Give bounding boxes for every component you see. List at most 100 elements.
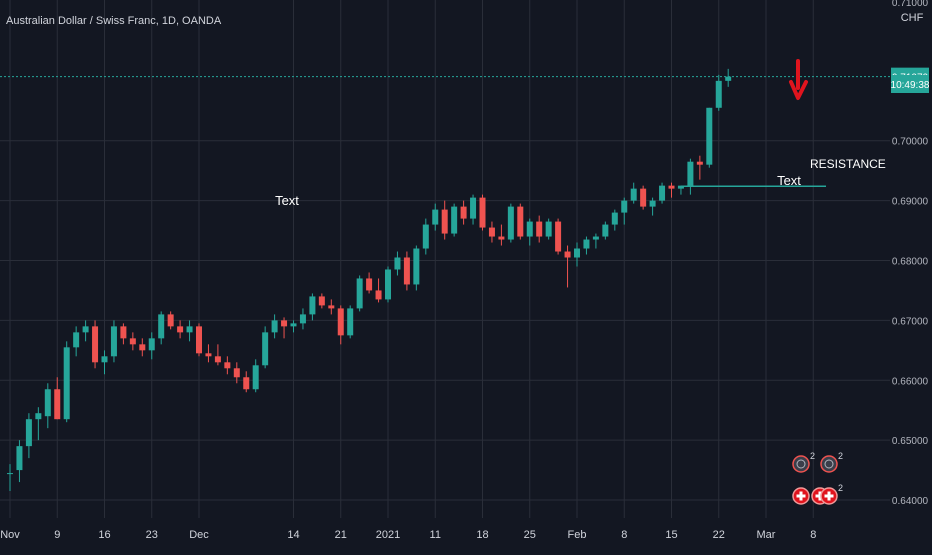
x-tick-label: 2021 (376, 529, 400, 541)
currency-label: CHF (901, 12, 924, 24)
candle (507, 203, 514, 243)
candle (715, 74, 722, 111)
candle-body (110, 326, 117, 357)
symbol-title: Australian Dollar / Swiss Franc, 1D, OAN… (6, 15, 222, 27)
candle (54, 377, 61, 420)
candle-body (309, 296, 316, 315)
candle (630, 182, 637, 204)
candle (696, 155, 703, 180)
candle (706, 107, 713, 168)
candle (25, 413, 32, 459)
event-icons[interactable]: 2 2 2 (792, 451, 843, 505)
candle (451, 203, 458, 237)
candle-body (706, 107, 713, 165)
event-count: 2 (838, 451, 843, 461)
candle (668, 182, 675, 198)
candle (470, 194, 477, 225)
candle-body (479, 197, 486, 228)
globe-icon[interactable]: 2 (792, 451, 815, 473)
y-tick-label: 0.67000 (892, 316, 929, 327)
globe-icon[interactable]: 2 (820, 451, 843, 473)
swiss-flag-icon[interactable]: 2 (820, 483, 843, 505)
candle-body (271, 320, 278, 333)
candle (441, 200, 448, 240)
candle (526, 218, 533, 246)
candle (101, 350, 108, 375)
candle (262, 326, 269, 369)
x-tick-label: 22 (713, 529, 725, 541)
candle-body (205, 353, 212, 357)
candle-body (44, 389, 51, 417)
time-axis[interactable]: Nov 9 16 23 Dec 14 21 2021 11 18 25 Feb 8 15 22 Mar 8 (0, 518, 932, 550)
candle (403, 251, 410, 291)
countdown-tag (891, 75, 929, 93)
candle-body (101, 356, 108, 363)
candle (555, 218, 562, 255)
candle (233, 362, 240, 384)
candle-body (630, 188, 637, 201)
candle (659, 182, 666, 204)
candle-body (35, 413, 42, 420)
candle (158, 311, 165, 345)
y-tick-label: 0.64000 (892, 496, 929, 507)
candle (621, 197, 628, 225)
candle-body (385, 269, 391, 300)
candle (139, 338, 146, 357)
candle-body (16, 446, 23, 471)
candle (82, 320, 89, 342)
candle (35, 407, 42, 441)
candle-body (621, 200, 628, 213)
candle-body (507, 206, 514, 240)
candle (725, 68, 732, 87)
candle (375, 278, 382, 303)
candle (186, 320, 193, 342)
x-tick-label: 21 (335, 529, 347, 541)
swiss-flag-icon[interactable] (792, 487, 810, 505)
candle-body (403, 257, 410, 285)
candle (574, 242, 580, 267)
candle (205, 344, 212, 363)
candle (120, 323, 127, 345)
candle (243, 371, 250, 393)
candle-body (262, 332, 269, 366)
price-axis[interactable]: 0.71000 CHF 0.64000 0.65000 0.66000 0.67000… (890, 0, 932, 518)
candle-body (243, 377, 250, 390)
candle-body (366, 278, 373, 291)
x-tick-label: 18 (476, 529, 488, 541)
candle-body (148, 338, 155, 351)
candle-body (63, 347, 70, 420)
candle-body (186, 326, 193, 333)
candle (224, 356, 231, 375)
candle-body (432, 209, 439, 225)
x-tick-label: 9 (54, 529, 60, 541)
candle-body (555, 221, 562, 252)
x-tick-label: Nov (0, 529, 20, 541)
event-count: 2 (838, 483, 843, 493)
candle (110, 320, 117, 363)
candle (281, 317, 288, 339)
candle (479, 194, 486, 231)
candle-body (602, 224, 609, 237)
candle (677, 185, 684, 195)
candle (309, 293, 316, 321)
candle (564, 245, 571, 288)
candle-body (687, 161, 694, 186)
candle (177, 320, 184, 339)
candle (611, 209, 618, 231)
candle-body (347, 308, 354, 336)
candle (148, 332, 155, 360)
candle-body (328, 305, 335, 309)
candle (517, 203, 524, 240)
x-tick-label: 11 (430, 529, 441, 541)
candle-body (394, 257, 401, 270)
candle-body (7, 473, 13, 475)
candle-body (290, 323, 297, 327)
candle-body (592, 236, 599, 240)
candle (460, 200, 467, 225)
candles-group (7, 68, 732, 492)
candle-body (318, 296, 325, 306)
candle-body (375, 290, 382, 300)
